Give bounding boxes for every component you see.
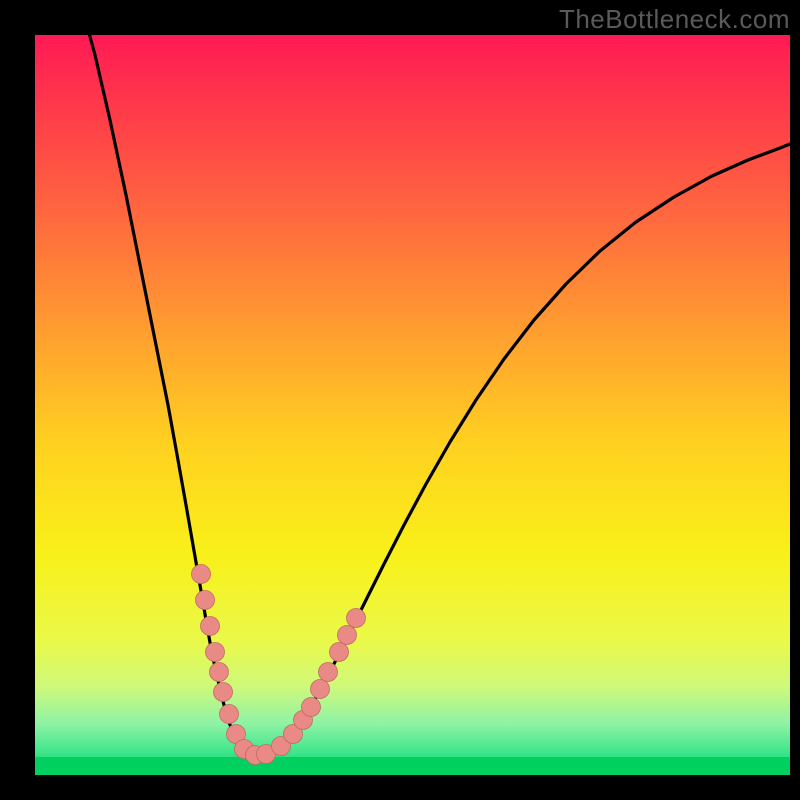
marker-dot <box>319 663 338 682</box>
marker-dot <box>210 663 229 682</box>
marker-dot <box>330 643 349 662</box>
marker-dot <box>192 565 211 584</box>
marker-dot <box>302 698 321 717</box>
marker-dot <box>338 626 357 645</box>
marker-dot <box>214 683 233 702</box>
bottleneck-curve-layer <box>0 0 800 800</box>
marker-dot <box>347 609 366 628</box>
marker-dot <box>196 591 215 610</box>
sample-markers <box>192 565 366 765</box>
marker-dot <box>311 680 330 699</box>
marker-dot <box>206 643 225 662</box>
marker-dot <box>220 705 239 724</box>
chart-stage: TheBottleneck.com <box>0 0 800 800</box>
marker-dot <box>201 617 220 636</box>
watermark-text: TheBottleneck.com <box>559 4 790 35</box>
bottleneck-curve <box>80 0 790 755</box>
